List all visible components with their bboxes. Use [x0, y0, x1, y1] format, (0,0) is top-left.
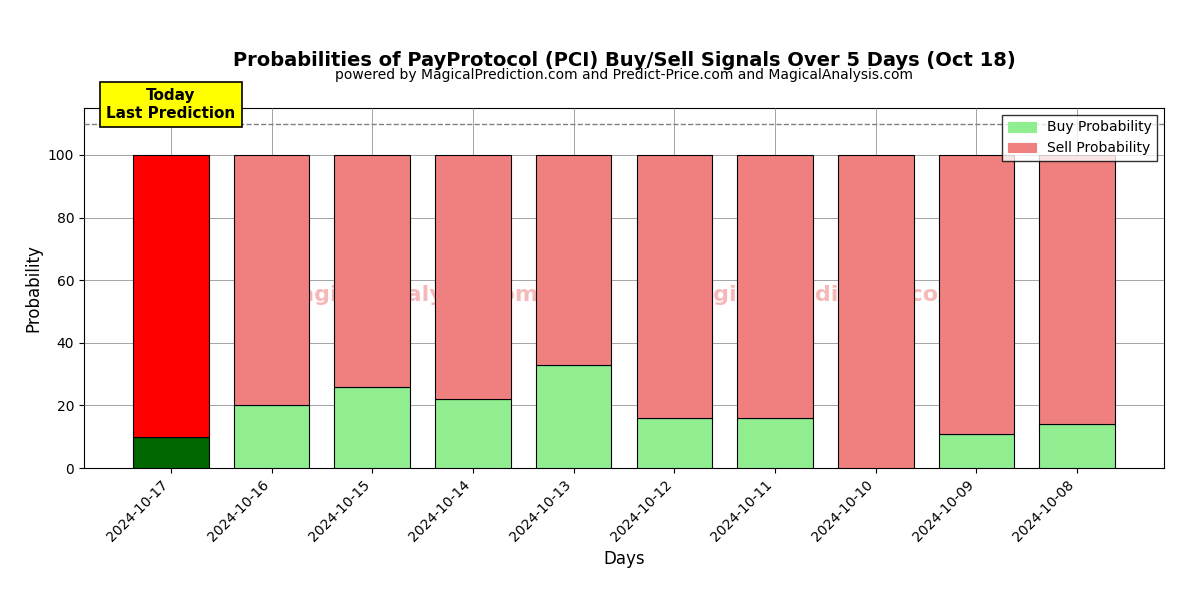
Text: Today
Last Prediction: Today Last Prediction [107, 88, 235, 121]
Bar [335, 155, 410, 386]
Bar [1039, 424, 1115, 468]
Bar [436, 155, 511, 399]
X-axis label: Days: Days [604, 550, 644, 568]
Legend: Buy Probability, Sell Probability: Buy Probability, Sell Probability [1002, 115, 1157, 161]
Text: powered by MagicalPrediction.com and Predict-Price.com and MagicalAnalysis.com: powered by MagicalPrediction.com and Pre… [335, 68, 913, 82]
Bar [636, 418, 712, 468]
Bar [536, 155, 612, 365]
Title: Probabilities of PayProtocol (PCI) Buy/Sell Signals Over 5 Days (Oct 18): Probabilities of PayProtocol (PCI) Buy/S… [233, 52, 1015, 70]
Bar [636, 155, 712, 418]
Bar [234, 155, 310, 406]
Bar [1039, 155, 1115, 424]
Bar [938, 434, 1014, 468]
Bar [335, 386, 410, 468]
Bar [838, 155, 913, 468]
Bar [737, 418, 812, 468]
Text: MagicalAnalysis.com: MagicalAnalysis.com [277, 285, 539, 305]
Bar [737, 155, 812, 418]
Bar [133, 155, 209, 437]
Bar [133, 437, 209, 468]
Bar [938, 155, 1014, 434]
Y-axis label: Probability: Probability [24, 244, 42, 332]
Bar [536, 365, 612, 468]
Text: MagicalPrediction.com: MagicalPrediction.com [676, 285, 961, 305]
Bar [436, 399, 511, 468]
Bar [234, 406, 310, 468]
